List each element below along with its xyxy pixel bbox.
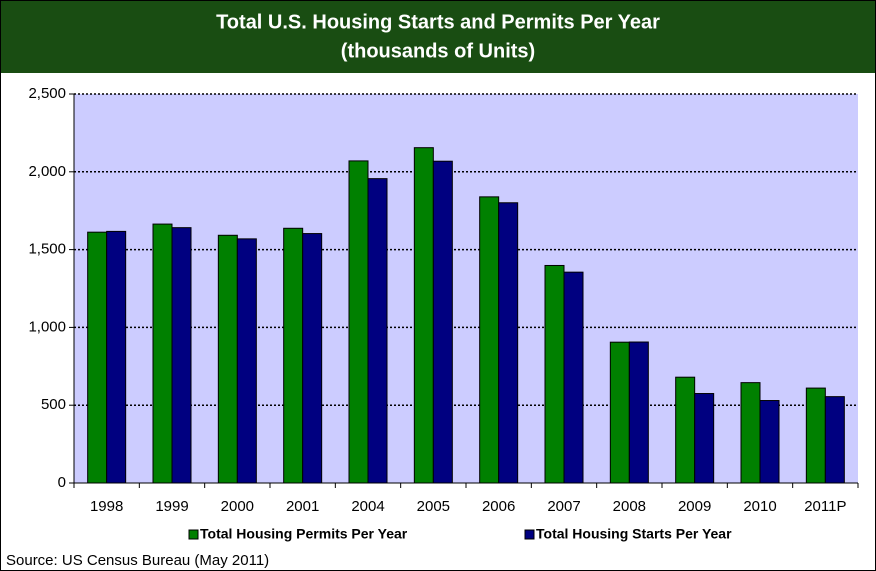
bar	[824, 396, 845, 484]
legend-swatch	[524, 529, 535, 540]
x-tick-label: 2001	[286, 498, 319, 515]
bar	[740, 382, 761, 484]
bar	[805, 387, 826, 484]
title-banner	[1, 1, 875, 73]
x-tick-label: 2011P	[804, 498, 846, 515]
x-tick-label: 2000	[221, 498, 254, 515]
x-tick-label: 2004	[351, 498, 384, 515]
x-tick-label: 2008	[613, 498, 646, 515]
bar	[675, 376, 696, 484]
bar	[694, 393, 715, 484]
bar	[217, 234, 238, 484]
y-tick-label: 500	[41, 396, 66, 413]
bar	[236, 238, 257, 484]
y-tick-label: 1,500	[28, 241, 66, 258]
bar	[479, 196, 500, 484]
bar	[498, 202, 519, 484]
x-tick-label: 1999	[155, 498, 188, 515]
bar	[367, 178, 388, 484]
bar	[106, 230, 127, 484]
bar	[171, 227, 192, 484]
bar	[544, 264, 565, 484]
bar	[413, 147, 434, 484]
y-tick-label: 0	[58, 474, 66, 491]
x-tick-label: 2009	[678, 498, 711, 515]
bar	[348, 160, 369, 484]
x-tick-label: 2006	[482, 498, 515, 515]
y-tick-label: 2,000	[28, 163, 66, 180]
bar	[302, 233, 323, 484]
x-tick-label: 2010	[743, 498, 776, 515]
plot-area	[74, 94, 858, 483]
bar	[609, 341, 630, 484]
x-tick-label: 2005	[417, 498, 450, 515]
y-tick-label: 2,500	[28, 85, 66, 102]
bar	[87, 231, 108, 484]
legend-label: Total Housing Permits Per Year	[200, 526, 408, 542]
legend-swatch	[188, 529, 199, 540]
bar	[283, 227, 304, 484]
x-tick-label: 2007	[547, 498, 580, 515]
bar	[759, 400, 780, 484]
bar	[628, 341, 649, 484]
legend-label: Total Housing Starts Per Year	[536, 526, 732, 542]
bar	[432, 160, 453, 484]
x-tick-label: 1998	[90, 498, 123, 515]
chart-subtitle: (thousands of Units)	[341, 40, 535, 62]
source-note: Source: US Census Bureau (May 2011)	[6, 552, 269, 569]
bar	[563, 271, 584, 484]
y-tick-label: 1,000	[28, 318, 66, 335]
chart-title: Total U.S. Housing Starts and Permits Pe…	[216, 11, 660, 33]
bar	[152, 223, 173, 484]
